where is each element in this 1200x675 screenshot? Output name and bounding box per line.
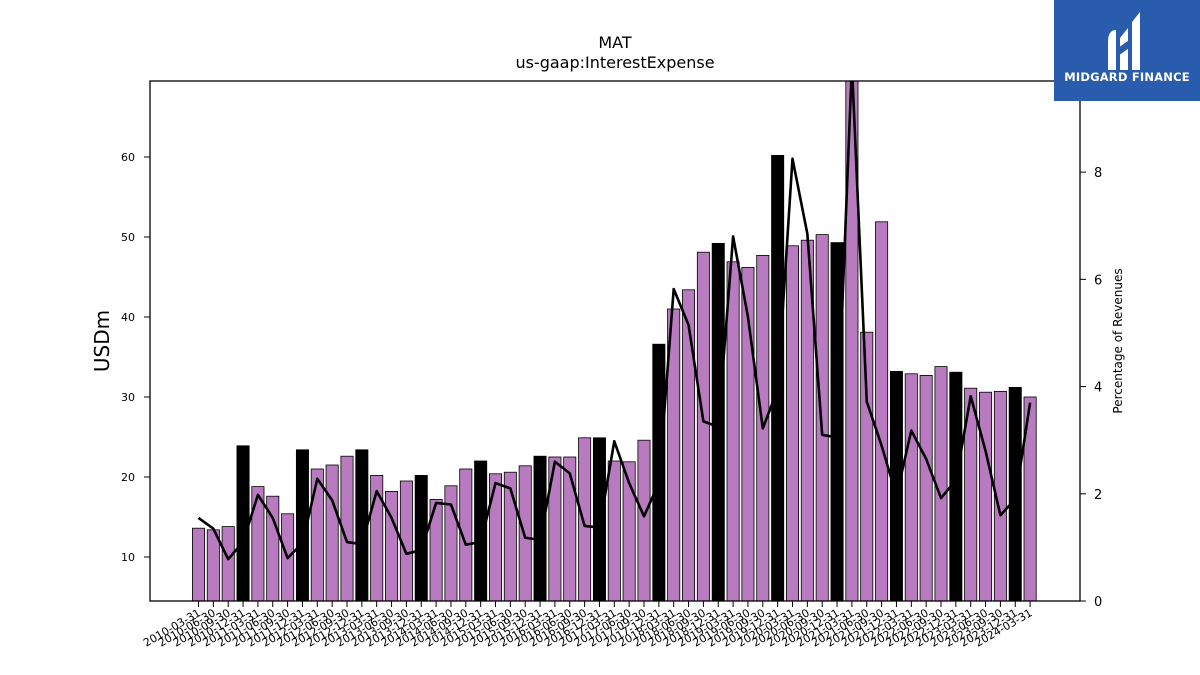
bar-2021-09-30 (875, 221, 889, 601)
bar-2016-09-30 (578, 437, 592, 601)
bar-2023-03-31 (964, 387, 978, 601)
midgard-finance-logo: MIDGARD FINANCE (1054, 0, 1200, 101)
chart-subtitle: us-gaap:InterestExpense (515, 53, 714, 72)
bar-2011-06-30 (266, 495, 280, 601)
y-axis-right: 0 2 4 6 8 (1080, 166, 1102, 610)
bar-2017-09-30 (637, 439, 651, 601)
y2-tick-label: 0 (1094, 595, 1102, 610)
bar-2010-12-31 (236, 445, 250, 601)
bar-2020-03-31 (786, 245, 800, 601)
bar-2014-09-30 (459, 468, 473, 601)
bar-2019-03-31 (726, 261, 740, 601)
y2-axis-label: Percentage of Revenues (1111, 268, 1125, 413)
bar-2012-03-31 (310, 468, 324, 601)
x-axis: 2010-03-312010-06-302010-09-302010-12-31… (141, 601, 1035, 650)
percentage-line (197, 81, 1032, 561)
plot-frame (149, 80, 1081, 602)
bar-2010-09-30 (221, 526, 235, 601)
bar-2021-12-31 (889, 370, 903, 601)
bar-2015-06-30 (503, 471, 517, 601)
bar-2021-06-30 (860, 331, 874, 601)
bar-2015-03-31 (488, 473, 502, 601)
bar-2018-06-30 (682, 289, 696, 601)
chart-title: MAT (598, 33, 632, 52)
logo-brand-text: MIDGARD FINANCE (1064, 70, 1190, 84)
bar-2022-03-31 (904, 373, 918, 601)
y2-tick-label: 6 (1094, 273, 1102, 288)
logo-mark-icon (1108, 12, 1140, 70)
bar-2021-03-31 (845, 81, 859, 601)
y2-tick-label: 4 (1094, 381, 1102, 396)
line-series (197, 81, 1032, 561)
y2-tick-label: 8 (1094, 166, 1102, 181)
bar-series (191, 81, 1037, 601)
y-axis-label: USDm (90, 310, 114, 372)
bar-2022-06-30 (919, 374, 933, 601)
y2-tick-label: 2 (1094, 488, 1102, 503)
bar-2010-06-30 (206, 529, 220, 601)
bar-2018-09-30 (696, 251, 710, 601)
bar-2019-06-30 (741, 266, 755, 601)
y-tick-label: 30 (121, 391, 135, 404)
y-axis-left: 10 20 30 40 50 60 (121, 151, 150, 564)
y-tick-label: 50 (121, 231, 135, 244)
bar-2016-03-31 (548, 456, 562, 601)
bar-2024-03-31 (1023, 396, 1037, 601)
bar-2015-12-31 (533, 455, 547, 601)
y-tick-label: 20 (121, 471, 135, 484)
bar-2017-03-31 (607, 460, 621, 601)
bar-2023-06-30 (979, 391, 993, 601)
y-tick-label: 60 (121, 151, 135, 164)
bar-2010-03-31 (191, 527, 205, 601)
bar-2016-12-31 (592, 437, 606, 601)
y-tick-label: 40 (121, 311, 135, 324)
bar-2012-06-30 (325, 464, 339, 601)
bar-2016-06-30 (563, 456, 577, 601)
y-tick-label: 10 (121, 551, 135, 564)
bar-2023-09-30 (993, 390, 1007, 601)
bar-2011-03-31 (251, 486, 265, 601)
bar-2014-12-31 (474, 460, 488, 601)
bar-2018-03-31 (667, 308, 681, 601)
